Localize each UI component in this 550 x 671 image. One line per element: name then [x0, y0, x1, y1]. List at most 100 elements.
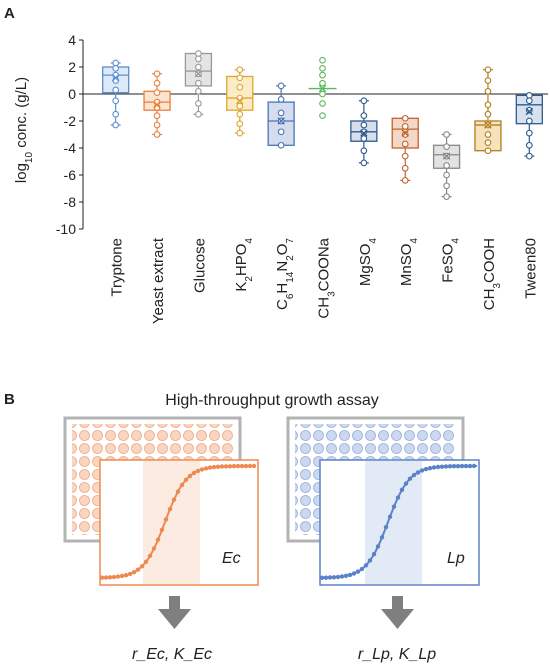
box-glucose: [184, 50, 213, 118]
mean-marker: [111, 74, 120, 82]
data-point: [195, 100, 202, 107]
data-point: [443, 162, 450, 169]
growth-point: [99, 575, 105, 580]
panel-a-label: A: [4, 5, 15, 22]
box-tween80: [515, 91, 543, 160]
growth-point: [163, 517, 169, 522]
growth-point: [471, 463, 477, 469]
data-point: [236, 120, 244, 128]
growth-point: [115, 574, 121, 579]
ec-output-label: r_Ec, K_Ec: [132, 646, 212, 663]
y-tick-label: 0: [68, 86, 76, 102]
category-label: MnSO4: [398, 238, 420, 287]
data-point: [401, 152, 409, 160]
growth-point: [183, 477, 189, 482]
ec-curve: [99, 463, 257, 580]
growth-point: [123, 573, 129, 578]
growth-point: [147, 553, 153, 559]
growth-point: [195, 468, 201, 474]
mean-marker: [401, 129, 409, 137]
data-point: [401, 177, 409, 184]
mean-marker: [153, 101, 161, 109]
mean-marker: [484, 121, 492, 129]
y-tick-label: 2: [68, 59, 76, 75]
data-point: [360, 128, 368, 136]
growth-point: [107, 575, 113, 580]
data-point: [236, 102, 244, 110]
lp-output-label: r_Lp, K_Lp: [358, 646, 436, 663]
data-point: [112, 59, 120, 67]
growth-point: [103, 575, 109, 580]
data-point: [277, 109, 285, 117]
growth-point: [327, 575, 333, 580]
growth-point: [135, 567, 141, 572]
category-label: K2HPO4: [233, 238, 255, 292]
y-axis-title-rest: conc. (g/L): [13, 77, 30, 152]
growth-point: [247, 463, 253, 469]
data-point: [484, 77, 492, 84]
growth-point: [131, 570, 137, 575]
growth-point: [211, 464, 217, 470]
growth-point: [331, 575, 337, 580]
data-point: [484, 131, 492, 138]
ec-down-arrow: [158, 596, 191, 629]
growth-point: [427, 466, 433, 471]
growth-point: [415, 470, 421, 475]
data-point: [195, 63, 202, 71]
box-plot-area: [102, 50, 543, 200]
box-yeast-extract: [143, 70, 171, 138]
growth-point: [219, 464, 225, 469]
growth-point: [143, 559, 149, 564]
category-label: MgSO4: [357, 238, 379, 287]
data-point: [443, 182, 450, 190]
growth-point: [335, 574, 341, 580]
data-point: [277, 82, 285, 90]
ec-label: Ec: [222, 550, 241, 567]
growth-point: [235, 463, 241, 469]
data-point: [484, 110, 492, 118]
growth-point: [463, 463, 469, 469]
mean-marker: [194, 70, 203, 78]
category-label: Yeast extract: [150, 237, 167, 324]
mean-marker: [318, 84, 327, 93]
lp-label: Lp: [447, 550, 465, 567]
growth-point: [407, 476, 413, 481]
growth-point: [199, 467, 205, 472]
category-label: Glucose: [191, 238, 208, 293]
mean-marker: [525, 107, 534, 116]
data-point: [112, 97, 120, 105]
category-label: C6H14N2O7: [274, 238, 296, 310]
data-point: [195, 110, 202, 118]
data-point: [236, 74, 244, 82]
growth-point: [239, 463, 245, 469]
growth-point: [187, 473, 193, 479]
growth-point: [403, 481, 409, 486]
data-point: [195, 55, 202, 63]
box-tryptone: [102, 59, 130, 129]
growth-point: [431, 465, 437, 470]
data-point: [484, 101, 492, 109]
data-point: [153, 70, 161, 78]
data-point: [195, 87, 202, 95]
growth-point: [343, 573, 349, 578]
data-point: [525, 91, 533, 99]
y-tick-label: 4: [68, 32, 76, 48]
data-point: [153, 79, 161, 87]
growth-point: [111, 574, 117, 580]
growth-point: [467, 463, 473, 469]
data-point: [153, 89, 161, 96]
category-label: CH3COONa: [316, 237, 338, 318]
growth-point: [223, 464, 229, 469]
growth-point: [191, 470, 197, 476]
growth-point: [323, 575, 329, 580]
data-point: [443, 143, 450, 150]
category-label: CH3COOH: [481, 238, 503, 310]
box-feso4: [432, 131, 461, 200]
lp-growth-curve-panel: Lp: [319, 459, 480, 586]
growth-point: [383, 525, 389, 530]
data-point: [525, 106, 533, 114]
box-ch3cooh: [474, 66, 502, 155]
data-point: [443, 193, 450, 200]
data-point: [525, 141, 533, 149]
category-label: Tryptone: [109, 238, 126, 297]
